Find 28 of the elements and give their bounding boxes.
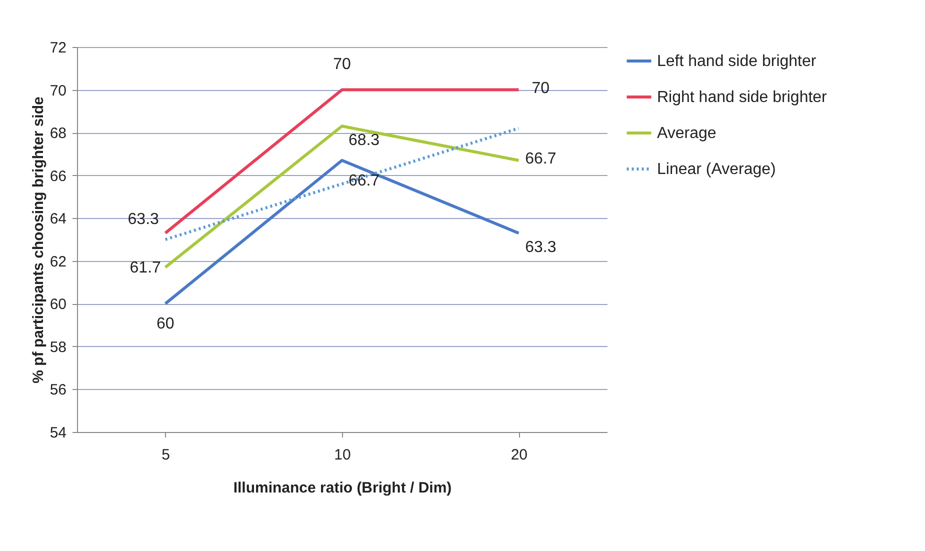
y-tick-label: 66 bbox=[50, 168, 66, 185]
legend-label: Average bbox=[657, 125, 716, 142]
legend-label: Left hand side brighter bbox=[657, 53, 817, 70]
y-tick-label: 56 bbox=[50, 382, 66, 399]
data-label: 68.3 bbox=[348, 132, 380, 150]
x-tick-label: 5 bbox=[162, 446, 170, 464]
x-tick-label: 10 bbox=[334, 446, 351, 464]
y-tick-label: 64 bbox=[50, 210, 66, 228]
legend-label: Linear (Average) bbox=[657, 161, 776, 178]
y-tick-label: 58 bbox=[50, 338, 66, 356]
data-label: 60 bbox=[156, 316, 174, 333]
data-label: 63.3 bbox=[525, 239, 556, 256]
data-label: 63.3 bbox=[128, 211, 160, 228]
data-label: 70 bbox=[532, 80, 550, 97]
data-label: 66.7 bbox=[348, 172, 380, 190]
y-axis-title: % pf participants choosing brighter side bbox=[30, 96, 47, 384]
legend-label: Right hand side brighter bbox=[657, 89, 828, 106]
x-tick-label: 20 bbox=[510, 446, 528, 464]
y-tick-label: 60 bbox=[50, 296, 66, 314]
data-label: 66.7 bbox=[525, 150, 556, 168]
y-tick-label: 62 bbox=[50, 253, 66, 270]
y-tick-label: 72 bbox=[50, 40, 66, 56]
x-axis-title: Illuminance ratio (Bright / Dim) bbox=[233, 480, 452, 496]
data-label: 61.7 bbox=[130, 259, 162, 276]
y-tick-label: 70 bbox=[50, 82, 66, 100]
y-tick-label: 54 bbox=[50, 424, 66, 442]
y-tick-label: 68 bbox=[50, 125, 66, 142]
data-label: 70 bbox=[333, 56, 351, 73]
